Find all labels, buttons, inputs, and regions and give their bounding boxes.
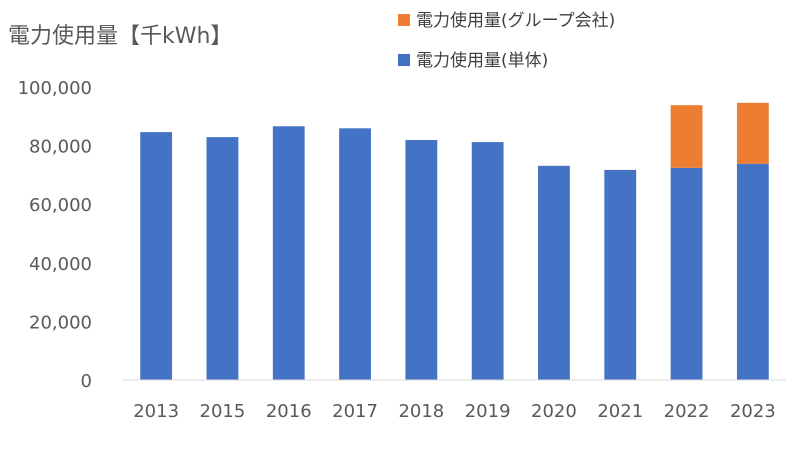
y-tick-label: 20,000 xyxy=(29,312,92,333)
y-tick-label: 0 xyxy=(81,371,92,392)
x-tick-label: 2023 xyxy=(730,401,776,422)
x-tick-label: 2020 xyxy=(531,401,577,422)
bar-single-2017 xyxy=(339,128,371,380)
y-tick-label: 80,000 xyxy=(29,137,92,158)
bar-single-2019 xyxy=(471,142,504,380)
x-tick-label: 2016 xyxy=(266,401,312,422)
x-tick-label: 2017 xyxy=(332,401,378,422)
x-tick-label: 2013 xyxy=(133,401,179,422)
x-tick-label: 2022 xyxy=(664,401,710,422)
legend-swatch-group xyxy=(398,14,410,26)
legend: 電力使用量(グループ会社) 電力使用量(単体) xyxy=(398,10,615,71)
x-tick-label: 2018 xyxy=(398,401,444,422)
bar-single-2013 xyxy=(140,132,173,380)
bar-single-2020 xyxy=(538,165,570,380)
y-axis: 0 20,000 40,000 60,000 80,000 100,000 xyxy=(18,78,92,392)
x-tick-label: 2021 xyxy=(597,401,643,422)
bar-single-2022 xyxy=(670,167,703,380)
legend-label-group: 電力使用量(グループ会社) xyxy=(416,10,615,31)
bar-single-2021 xyxy=(604,169,637,380)
bars xyxy=(140,102,769,381)
bar-group-2022 xyxy=(670,105,703,168)
legend-swatch-single xyxy=(398,54,410,66)
bar-single-2018 xyxy=(405,140,438,380)
y-tick-label: 60,000 xyxy=(29,195,92,216)
bar-single-2015 xyxy=(206,137,239,380)
legend-label-single: 電力使用量(単体) xyxy=(416,50,548,71)
bar-single-2016 xyxy=(272,126,305,381)
y-tick-label: 40,000 xyxy=(29,254,92,275)
chart-title: 電力使用量【千kWh】 xyxy=(8,24,232,49)
bar-group-2023 xyxy=(736,102,769,164)
x-tick-label: 2019 xyxy=(465,401,511,422)
y-tick-label: 100,000 xyxy=(18,78,92,99)
x-axis: 2013 2015 2016 2017 2018 2019 2020 2021 2022 2023 xyxy=(133,401,776,422)
bar-single-2023 xyxy=(736,163,769,380)
x-tick-label: 2015 xyxy=(200,401,246,422)
